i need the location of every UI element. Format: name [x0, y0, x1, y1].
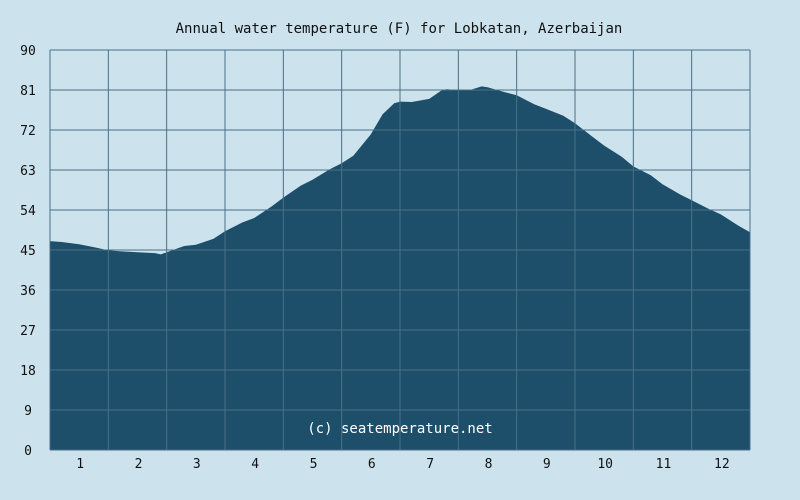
x-tick-label: 10 [597, 457, 613, 472]
y-tick-label: 90 [20, 44, 36, 59]
y-tick-label: 45 [20, 244, 36, 259]
x-tick-label: 4 [251, 457, 259, 472]
y-tick-label: 81 [20, 84, 36, 99]
x-tick-label: 5 [310, 457, 318, 472]
y-tick-label: 63 [20, 164, 36, 179]
x-tick-label: 9 [543, 457, 551, 472]
x-tick-label: 7 [426, 457, 434, 472]
x-tick-label: 12 [714, 457, 730, 472]
x-tick-label: 1 [76, 457, 84, 472]
x-tick-label: 11 [656, 457, 672, 472]
x-tick-label: 3 [193, 457, 201, 472]
y-tick-label: 18 [20, 364, 36, 379]
y-tick-label: 27 [20, 324, 36, 339]
y-tick-label: 9 [24, 404, 32, 419]
x-tick-label: 2 [135, 457, 143, 472]
x-tick-label: 6 [368, 457, 376, 472]
y-tick-label: 72 [20, 124, 36, 139]
chart-title: Annual water temperature (F) for Lobkata… [176, 21, 623, 37]
y-tick-label: 54 [20, 204, 36, 219]
watermark: (c) seatemperature.net [307, 421, 492, 437]
y-tick-label: 0 [24, 444, 32, 459]
x-tick-label: 8 [485, 457, 493, 472]
y-tick-label: 36 [20, 284, 36, 299]
